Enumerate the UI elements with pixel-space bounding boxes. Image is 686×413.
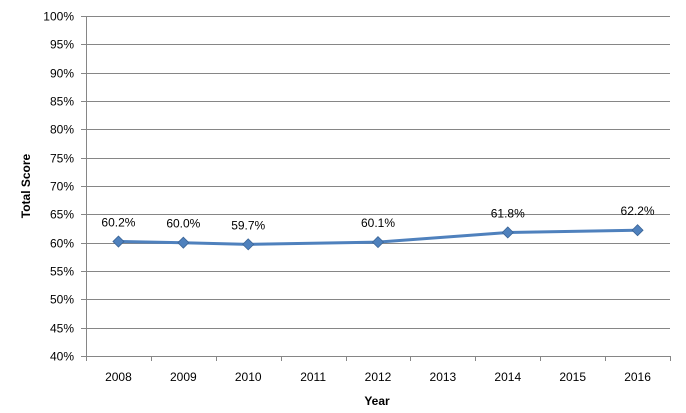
series-layer xyxy=(112,224,644,251)
data-point-marker xyxy=(177,236,190,249)
y-tick-label: 90% xyxy=(50,67,74,81)
x-tick-label: 2009 xyxy=(170,370,197,384)
gridlines xyxy=(86,16,670,329)
y-tick-label: 40% xyxy=(50,350,74,364)
y-axis-title: Total Score xyxy=(19,153,33,218)
y-tick-label: 100% xyxy=(43,10,74,24)
x-tick-label: 2016 xyxy=(624,370,651,384)
axes xyxy=(81,16,671,361)
data-label: 62.2% xyxy=(621,204,655,218)
data-point-marker xyxy=(501,226,514,239)
data-labels: 60.2% 60.0% 59.7% 60.1% 61.8% 62.2% xyxy=(101,204,654,232)
y-tick-label: 80% xyxy=(50,123,74,137)
y-tick-label: 55% xyxy=(50,265,74,279)
data-label: 59.7% xyxy=(231,218,265,232)
x-tick-labels: 2008 2009 2010 2011 2012 2013 2014 2015 2016 xyxy=(105,370,651,384)
data-point-marker xyxy=(631,224,644,237)
data-label: 60.1% xyxy=(361,216,395,230)
x-tick-label: 2008 xyxy=(105,370,132,384)
data-point-marker xyxy=(242,238,255,251)
y-tick-label: 45% xyxy=(50,322,74,336)
data-label: 60.2% xyxy=(101,216,135,230)
y-tick-label: 60% xyxy=(50,237,74,251)
y-tick-label: 50% xyxy=(50,293,74,307)
data-label: 60.0% xyxy=(166,217,200,231)
x-tick-label: 2012 xyxy=(365,370,392,384)
data-label: 61.8% xyxy=(491,206,525,220)
y-tick-label: 95% xyxy=(50,38,74,52)
y-tick-label: 85% xyxy=(50,95,74,109)
x-tick-label: 2015 xyxy=(559,370,586,384)
data-point-marker xyxy=(112,235,125,248)
x-tick-label: 2011 xyxy=(300,370,326,384)
x-tick-label: 2014 xyxy=(494,370,521,384)
y-tick-labels: 40% 45% 50% 55% 60% 65% 70% 75% 80% 85% 90% 95% 100% xyxy=(43,10,74,364)
x-tick-label: 2010 xyxy=(235,370,262,384)
y-tick-label: 70% xyxy=(50,180,74,194)
series-line xyxy=(118,228,638,246)
x-tick-label: 2013 xyxy=(430,370,457,384)
y-tick-label: 65% xyxy=(50,208,74,222)
data-point-marker xyxy=(371,236,385,249)
y-tick-label: 75% xyxy=(50,152,74,166)
x-axis-title: Year xyxy=(364,394,390,408)
